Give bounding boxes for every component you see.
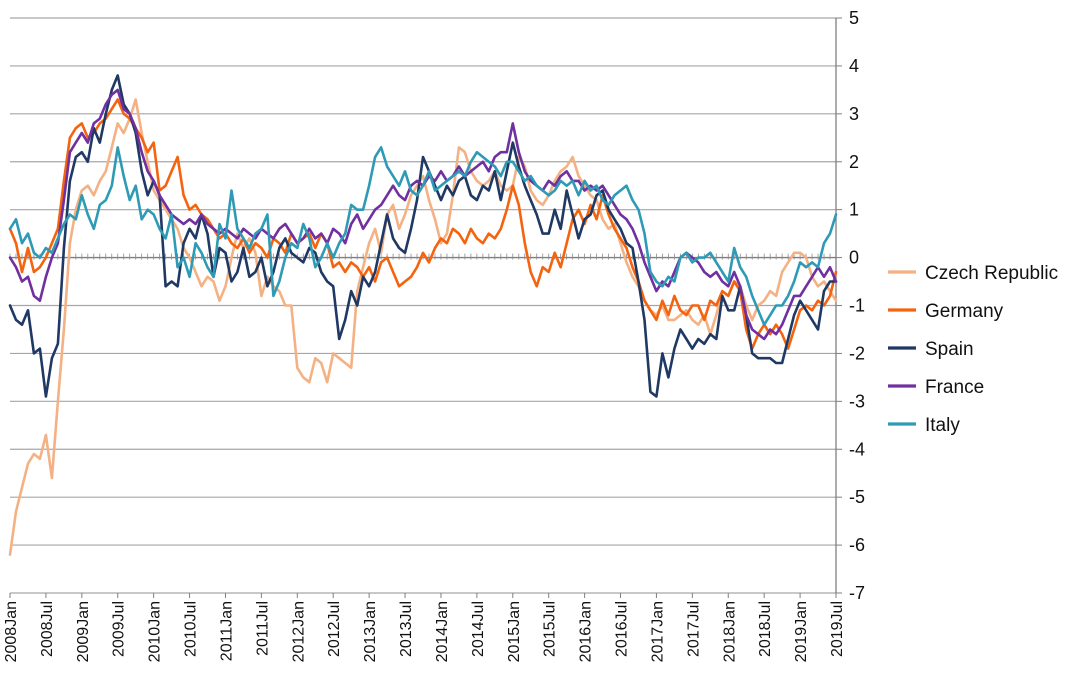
y-tick-label: 5 — [849, 8, 859, 28]
legend-label: Italy — [925, 415, 960, 436]
y-tick-label: 4 — [849, 56, 859, 76]
x-tick-labels: 2008Jan 2008Jul 2009Jan 2009Jul 2010Jan 2010J… — [3, 601, 846, 662]
x-tick-label: 2009Jan — [75, 601, 92, 662]
x-tick-label: 2018Jul — [757, 601, 774, 657]
y-tick-label: -3 — [849, 391, 865, 411]
y-tick-label: -6 — [849, 535, 865, 555]
gridlines — [10, 17, 836, 594]
x-tick-label: 2008Jan — [3, 601, 20, 662]
legend-entry-spain: Spain — [888, 339, 974, 360]
series-line-spain — [8, 74, 838, 398]
series-line-czech-republic — [8, 98, 838, 556]
legend-entry-germany: Germany — [888, 301, 1004, 322]
x-tick-label: 2016Jul — [614, 601, 631, 657]
y-tick-label: -2 — [849, 343, 865, 363]
y-tick-labels: 5 4 3 2 1 0 -1 -2 -3 -4 -5 -6 -7 — [849, 8, 865, 603]
x-tick-label: 2008Jul — [39, 601, 56, 657]
x-tick-label: 2013Jul — [398, 601, 415, 657]
y-tick-label: 1 — [849, 200, 859, 220]
legend-label: France — [925, 377, 984, 398]
legend-entry-italy: Italy — [888, 415, 960, 436]
x-tick-label: 2019Jul — [829, 601, 846, 657]
x-tick-label: 2013Jan — [362, 601, 379, 662]
x-tick-label: 2016Jan — [578, 601, 595, 662]
legend-label: Spain — [925, 339, 974, 360]
axes — [9, 17, 842, 598]
legend-entry-czech-republic: Czech Republic — [888, 263, 1058, 284]
y-tick-label: -5 — [849, 487, 865, 507]
legend: Czech Republic Germany Spain France Italy — [888, 263, 1058, 436]
legend-entry-france: France — [888, 377, 984, 398]
series-line-italy — [8, 146, 838, 326]
x-tick-label: 2015Jul — [542, 601, 559, 657]
x-tick-label: 2017Jul — [685, 601, 702, 657]
x-tick-label: 2014Jan — [434, 601, 451, 662]
y-tick-label: -1 — [849, 296, 865, 316]
legend-label: Czech Republic — [925, 263, 1058, 284]
y-tick-label: -7 — [849, 583, 865, 603]
x-tick-label: 2014Jul — [470, 601, 487, 657]
x-tick-label: 2015Jan — [506, 601, 523, 662]
x-tick-label: 2012Jan — [290, 601, 307, 662]
x-tick-label: 2018Jan — [721, 601, 738, 662]
y-tick-label: 3 — [849, 104, 859, 124]
y-tick-label: 2 — [849, 152, 859, 172]
y-tick-label: -4 — [849, 439, 865, 459]
series-line-germany — [8, 98, 838, 350]
x-tick-label: 2010Jan — [147, 601, 164, 662]
x-tick-label: 2019Jan — [793, 601, 810, 662]
x-tick-label: 2009Jul — [111, 601, 128, 657]
y-tick-label: 0 — [849, 248, 859, 268]
series-lines — [8, 74, 838, 556]
legend-label: Germany — [925, 301, 1004, 322]
x-tick-label: 2011Jul — [254, 601, 271, 656]
x-tick-label: 2012Jul — [326, 601, 343, 657]
x-tick-label: 2011Jan — [218, 601, 235, 661]
x-tick-label: 2010Jul — [183, 601, 200, 657]
x-tick-label: 2017Jan — [649, 601, 666, 662]
